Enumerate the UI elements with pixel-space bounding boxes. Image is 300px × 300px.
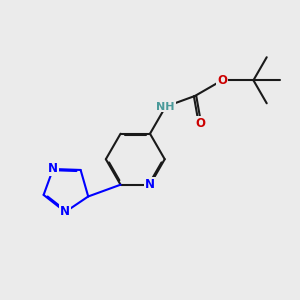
Text: N: N — [48, 163, 58, 176]
Text: O: O — [195, 117, 205, 130]
Text: N: N — [145, 178, 155, 191]
Text: N: N — [60, 206, 70, 218]
Text: NH: NH — [156, 102, 175, 112]
Text: O: O — [217, 74, 227, 87]
